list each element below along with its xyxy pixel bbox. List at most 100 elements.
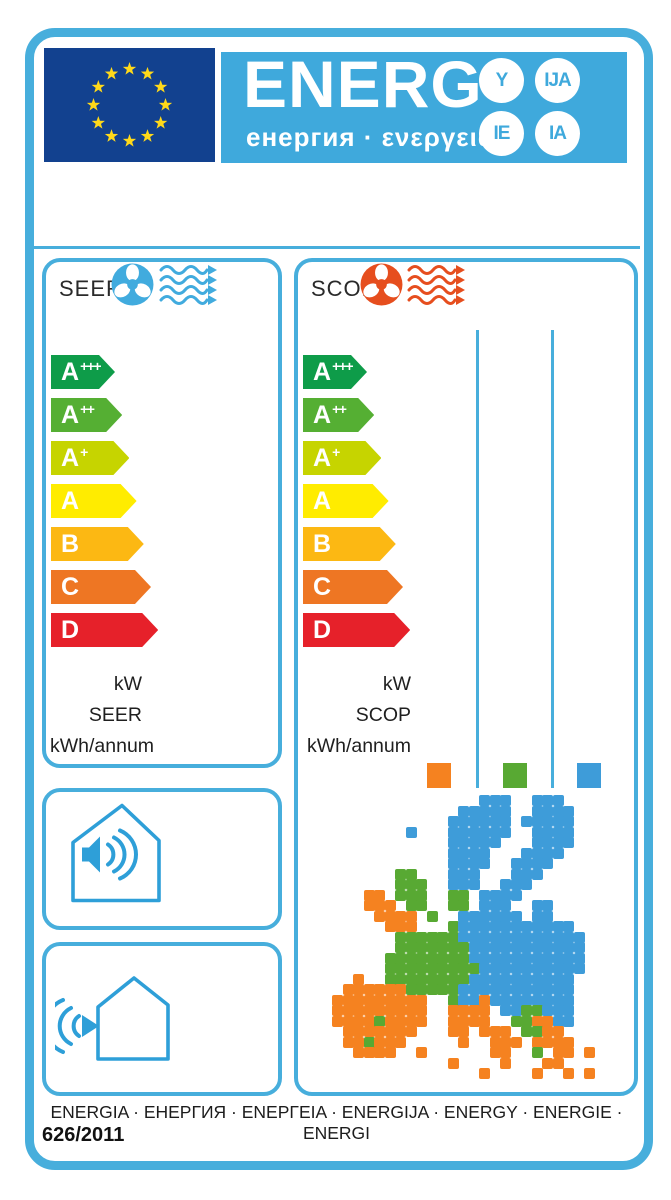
map-cell <box>500 816 512 828</box>
map-cell <box>384 1047 396 1059</box>
regulation-number: 626/2011 <box>42 1124 125 1146</box>
map-cell <box>479 795 491 807</box>
map-cell <box>395 868 407 880</box>
map-cell <box>479 858 491 870</box>
map-cell <box>489 1036 501 1048</box>
map-cell <box>552 1026 564 1038</box>
map-cell <box>500 889 512 901</box>
map-cell <box>489 795 501 807</box>
map-cell <box>479 994 491 1006</box>
rating-arrow-a: A <box>303 484 389 518</box>
map-cell <box>447 837 459 849</box>
map-cell <box>552 847 564 859</box>
map-cell <box>542 984 554 996</box>
map-cell <box>426 984 438 996</box>
eu-flag-star <box>122 134 137 147</box>
map-cell <box>479 931 491 943</box>
map-cell <box>500 826 512 838</box>
map-cell <box>479 942 491 954</box>
map-cell <box>447 879 459 891</box>
eu-flag-star <box>122 62 137 75</box>
map-cell <box>468 1005 480 1017</box>
map-cell <box>468 805 480 817</box>
map-cell <box>405 973 417 985</box>
map-cell <box>552 952 564 964</box>
map-cell <box>531 837 543 849</box>
map-cell <box>468 858 480 870</box>
map-cell <box>447 889 459 901</box>
map-cell <box>521 984 533 996</box>
map-cell <box>563 921 575 933</box>
map-cell <box>468 868 480 880</box>
map-cell <box>500 921 512 933</box>
map-cell <box>374 1047 386 1059</box>
zone-divider-1 <box>476 330 479 788</box>
rating-arrow-b: B <box>303 527 396 561</box>
map-cell <box>374 1005 386 1017</box>
outdoor-noise-icon <box>55 976 170 1061</box>
map-cell <box>458 826 470 838</box>
rating-arrow-d: D <box>303 613 410 647</box>
rating-arrow-a+++: A +++ <box>51 355 115 389</box>
heating-fan-icon <box>360 263 403 306</box>
map-cell <box>447 826 459 838</box>
map-cell <box>437 952 449 964</box>
map-cell <box>405 1015 417 1027</box>
eu-flag-star <box>104 129 119 142</box>
map-cell <box>500 1026 512 1038</box>
map-cell <box>447 963 459 975</box>
scop-unit-scop: SCOP <box>355 704 411 726</box>
map-cell <box>447 868 459 880</box>
map-cell <box>489 1026 501 1038</box>
map-cell <box>416 900 428 912</box>
map-cell <box>531 847 543 859</box>
map-cell <box>542 805 554 817</box>
map-cell <box>395 973 407 985</box>
map-cell <box>468 910 480 922</box>
eu-flag-star <box>91 116 105 129</box>
map-cell <box>468 984 480 996</box>
map-cell <box>458 889 470 901</box>
map-cell <box>489 889 501 901</box>
seer-unit-kw: kW <box>113 673 142 695</box>
map-cell <box>531 1026 543 1038</box>
map-cell <box>489 910 501 922</box>
map-cell <box>447 1015 459 1027</box>
map-cell <box>395 1036 407 1048</box>
map-cell <box>510 910 522 922</box>
map-cell <box>353 984 365 996</box>
eu-flag-star <box>104 66 119 80</box>
map-cell <box>479 921 491 933</box>
map-cell <box>552 1015 564 1027</box>
map-cell <box>479 805 491 817</box>
map-cell <box>510 963 522 975</box>
map-cell <box>395 942 407 954</box>
map-cell <box>405 910 417 922</box>
map-cell <box>489 900 501 912</box>
map-cell <box>500 879 512 891</box>
rating-arrow-d: D <box>51 613 158 647</box>
map-cell <box>552 826 564 838</box>
map-cell <box>521 942 533 954</box>
map-cell <box>384 973 396 985</box>
map-cell <box>521 1026 533 1038</box>
map-cell <box>426 963 438 975</box>
map-cell <box>468 816 480 828</box>
map-cell <box>510 879 522 891</box>
map-cell <box>479 816 491 828</box>
map-cell <box>416 952 428 964</box>
map-cell <box>563 805 575 817</box>
map-cell <box>447 952 459 964</box>
map-cell <box>521 952 533 964</box>
map-cell <box>384 1036 396 1048</box>
map-cell <box>416 1015 428 1027</box>
map-cell <box>458 1015 470 1027</box>
rating-arrow-c: C <box>51 570 151 604</box>
map-cell <box>405 921 417 933</box>
map-cell <box>405 1005 417 1017</box>
map-cell <box>458 868 470 880</box>
map-cell <box>552 795 564 807</box>
map-cell <box>489 994 501 1006</box>
map-cell <box>500 973 512 985</box>
zone-swatch-average <box>503 763 527 788</box>
